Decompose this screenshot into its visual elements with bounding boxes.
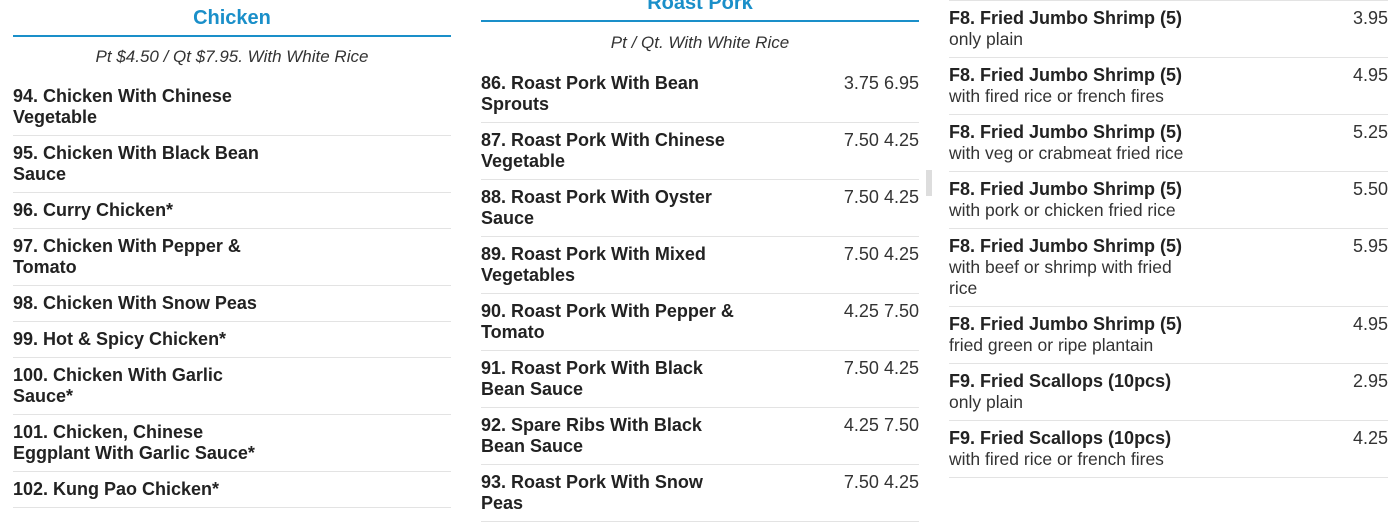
item-prices: 7.50 4.25: [844, 244, 919, 265]
section-header: Roast Pork: [481, 0, 919, 22]
item-name: 98. Chicken With Snow Peas: [13, 293, 257, 313]
item-name: 87. Roast Pork With Chinese Vegetable: [481, 130, 725, 171]
menu-item[interactable]: F8. Fried Jumbo Shrimp (5) with beef or s…: [949, 229, 1388, 307]
menu-column: F8. Fried Jumbo Shrimp (5) only plain 3.95…: [949, 0, 1388, 478]
item-price: 5.95: [1352, 236, 1388, 256]
section-subtitle: Pt $4.50 / Qt $7.95. With White Rice: [95, 47, 369, 66]
menu-item[interactable]: 91. Roast Pork With Black Bean Sauce 7.50…: [481, 351, 919, 408]
menu-item[interactable]: 95. Chicken With Black Bean Sauce: [13, 136, 451, 193]
menu-item[interactable]: 97. Chicken With Pepper & Tomato: [13, 229, 451, 286]
menu-item[interactable]: 89. Roast Pork With Mixed Vegetables 7.50…: [481, 237, 919, 294]
item-name: 99. Hot & Spicy Chicken*: [13, 329, 227, 349]
item-name: F9. Fried Scallops (10pcs): [949, 428, 1172, 448]
menu-item[interactable]: 88. Roast Pork With Oyster Sauce 7.50 4.25: [481, 180, 919, 237]
item-description: with veg or crabmeat fried rice: [949, 143, 1184, 163]
item-description: only plain: [949, 392, 1023, 412]
menu-item[interactable]: F8. Fried Jumbo Shrimp (5) with fired ric…: [949, 58, 1388, 115]
item-price: 7.50: [883, 301, 919, 321]
menu-item[interactable]: F8. Fried Jumbo Shrimp (5) fried green or…: [949, 307, 1388, 364]
item-name: F8. Fried Jumbo Shrimp (5): [949, 314, 1183, 334]
scrollbar-thumb[interactable]: [926, 170, 932, 196]
menu-column: Roast Pork Pt / Qt. With White Rice 86. Ro…: [481, 0, 919, 522]
item-prices: 3.75 6.95: [844, 73, 919, 94]
item-name: F8. Fried Jumbo Shrimp (5): [949, 122, 1183, 142]
section-subtitle: Pt / Qt. With White Rice: [610, 33, 790, 52]
item-name: 101. Chicken, Chinese Eggplant With Garl…: [13, 422, 255, 463]
item-price: 7.50: [843, 187, 879, 207]
menu-item[interactable]: F9. Fried Scallops (10pcs) only plain 2.95: [949, 364, 1388, 421]
menu-item[interactable]: F8. Fried Jumbo Shrimp (5) with pork or c…: [949, 172, 1388, 229]
item-name: 88. Roast Pork With Oyster Sauce: [481, 187, 712, 228]
item-price: 5.25: [1352, 122, 1388, 142]
item-price: 7.50: [843, 130, 879, 150]
item-description: only plain: [949, 29, 1023, 49]
item-price: 4.95: [1352, 314, 1388, 334]
item-name: F9. Fried Scallops (10pcs): [949, 371, 1172, 391]
menu-item[interactable]: 100. Chicken With Garlic Sauce*: [13, 358, 451, 415]
item-name: 89. Roast Pork With Mixed Vegetables: [481, 244, 706, 285]
menu-item[interactable]: 96. Curry Chicken*: [13, 193, 451, 229]
menu-item[interactable]: F8. Fried Jumbo Shrimp (5) only plain 3.95: [949, 1, 1388, 58]
menu-item[interactable]: F9. Fried Scallops (10pcs) with fired ric…: [949, 421, 1388, 478]
item-name: 102. Kung Pao Chicken*: [13, 479, 220, 499]
item-price: 7.50: [883, 415, 919, 435]
item-price: 4.25: [883, 244, 919, 264]
menu-column: Chicken Pt $4.50 / Qt $7.95. With White R…: [13, 4, 451, 508]
item-price: 4.25: [883, 358, 919, 378]
menu-item[interactable]: 92. Spare Ribs With Black Bean Sauce 4.25…: [481, 408, 919, 465]
item-name: F8. Fried Jumbo Shrimp (5): [949, 236, 1183, 256]
menu-item[interactable]: 101. Chicken, Chinese Eggplant With Garl…: [13, 415, 451, 472]
menu-item[interactable]: 99. Hot & Spicy Chicken*: [13, 322, 451, 358]
item-price: 5.50: [1352, 179, 1388, 199]
item-name: 95. Chicken With Black Bean Sauce: [13, 143, 259, 184]
menu-item[interactable]: F8. Fried Jumbo Shrimp (5) with veg or cr…: [949, 115, 1388, 172]
item-price: 4.95: [1352, 65, 1388, 85]
item-prices: 7.50 4.25: [844, 187, 919, 208]
menu-item[interactable]: 86. Roast Pork With Bean Sprouts 3.75 6.95: [481, 66, 919, 123]
item-prices: 4.25 7.50: [844, 301, 919, 322]
menu-item[interactable]: 102. Kung Pao Chicken*: [13, 472, 451, 508]
item-price: 7.50: [843, 244, 879, 264]
item-prices: 7.50 4.25: [844, 130, 919, 151]
item-name: F8. Fried Jumbo Shrimp (5): [949, 8, 1183, 28]
item-price: 4.25: [843, 301, 879, 321]
item-name: 90. Roast Pork With Pepper & Tomato: [481, 301, 734, 342]
item-price: 4.25: [843, 415, 879, 435]
item-price: 3.75: [843, 73, 879, 93]
item-prices: 7.50 4.25: [844, 358, 919, 379]
item-prices: 4.25 7.50: [844, 415, 919, 436]
item-description: with beef or shrimp with fried rice: [949, 257, 1172, 298]
menu-item[interactable]: 98. Chicken With Snow Peas: [13, 286, 451, 322]
item-prices: 7.50 4.25: [844, 472, 919, 493]
item-price: 6.95: [883, 73, 919, 93]
item-price: 4.25: [1352, 428, 1388, 448]
item-name: 93. Roast Pork With Snow Peas: [481, 472, 703, 513]
menu-item[interactable]: 94. Chicken With Chinese Vegetable: [13, 79, 451, 136]
item-description: with fired rice or french fires: [949, 86, 1164, 106]
item-description: fried green or ripe plantain: [949, 335, 1154, 355]
section-header: Chicken: [13, 4, 451, 37]
item-name: 92. Spare Ribs With Black Bean Sauce: [481, 415, 702, 456]
item-name: F8. Fried Jumbo Shrimp (5): [949, 179, 1183, 199]
item-price: 4.25: [883, 472, 919, 492]
menu-page: Chicken Pt $4.50 / Qt $7.95. With White R…: [13, 0, 1388, 522]
menu-item[interactable]: 87. Roast Pork With Chinese Vegetable 7.5…: [481, 123, 919, 180]
item-name: 97. Chicken With Pepper & Tomato: [13, 236, 241, 277]
item-price: 4.25: [883, 187, 919, 207]
item-price: 4.25: [883, 130, 919, 150]
item-description: with fired rice or french fires: [949, 449, 1164, 469]
item-price: 7.50: [843, 472, 879, 492]
item-name: 86. Roast Pork With Bean Sprouts: [481, 73, 699, 114]
item-name: 100. Chicken With Garlic Sauce*: [13, 365, 223, 406]
item-price: 2.95: [1352, 371, 1388, 391]
menu-item[interactable]: 90. Roast Pork With Pepper & Tomato 4.25 7…: [481, 294, 919, 351]
item-price: 3.95: [1352, 8, 1388, 28]
item-name: 91. Roast Pork With Black Bean Sauce: [481, 358, 703, 399]
item-name: 94. Chicken With Chinese Vegetable: [13, 86, 232, 127]
menu-item[interactable]: 93. Roast Pork With Snow Peas 7.50 4.25: [481, 465, 919, 522]
item-description: with pork or chicken fried rice: [949, 200, 1176, 220]
item-price: 7.50: [843, 358, 879, 378]
item-name: 96. Curry Chicken*: [13, 200, 174, 220]
item-name: F8. Fried Jumbo Shrimp (5): [949, 65, 1183, 85]
